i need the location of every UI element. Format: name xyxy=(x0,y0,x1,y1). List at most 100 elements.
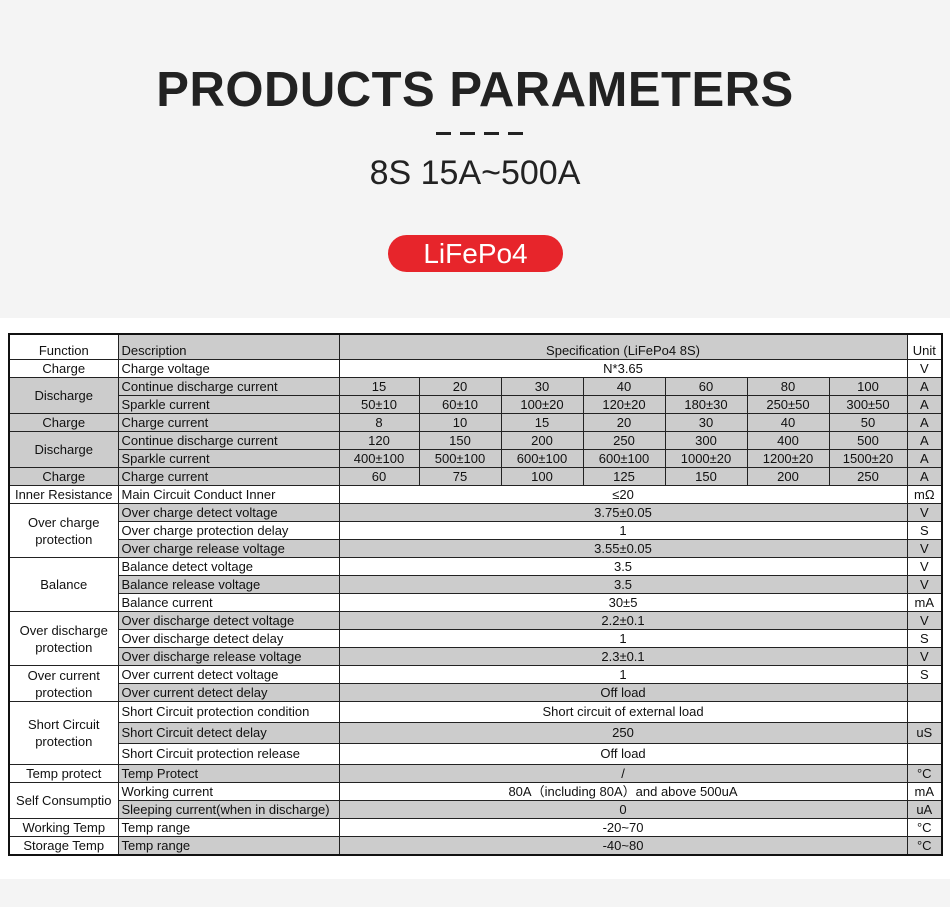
spec-value-cell: 1500±20 xyxy=(828,449,908,468)
spec-value-cell: 60 xyxy=(338,467,420,486)
spec-value-cell: 500 xyxy=(828,431,908,450)
unit-cell: A xyxy=(906,395,943,414)
function-cell: Over current protection xyxy=(8,665,119,702)
unit-cell: A xyxy=(906,431,943,450)
description-cell: Balance release voltage xyxy=(117,575,340,594)
spec-value-cell: 20 xyxy=(582,413,666,432)
description-cell: Over charge protection delay xyxy=(117,521,340,540)
description-cell: Charge voltage xyxy=(117,359,340,378)
spec-value-cell: 80 xyxy=(746,377,830,396)
unit-cell: uA xyxy=(906,800,943,819)
description-cell: Over current detect delay xyxy=(117,683,340,702)
spec-value-cell: -20~70 xyxy=(338,818,908,837)
function-cell: Over charge protection xyxy=(8,503,119,558)
unit-cell: V xyxy=(906,503,943,522)
spec-value-cell: 2.3±0.1 xyxy=(338,647,908,666)
description-cell: Over discharge release voltage xyxy=(117,647,340,666)
dash-divider xyxy=(436,132,526,136)
spec-value-cell: 100±20 xyxy=(500,395,584,414)
unit-cell xyxy=(906,701,943,723)
table-row: Over current protection Over current dete… xyxy=(8,665,943,702)
spec-value-cell: 75 xyxy=(418,467,502,486)
description-cell: Working current xyxy=(117,782,340,801)
unit-cell: V xyxy=(906,539,943,558)
spec-value-cell: 150 xyxy=(664,467,748,486)
table-row: Balance current 30±5 mA xyxy=(9,593,943,612)
spec-value-cell: 250 xyxy=(828,467,908,486)
unit-cell: A xyxy=(906,413,943,432)
table-row: Over discharge detect delay 1 S xyxy=(9,629,943,648)
description-cell: Over charge release voltage xyxy=(117,539,340,558)
spec-value-cell: Off load xyxy=(338,743,908,765)
spec-value-cell: 100 xyxy=(828,377,908,396)
table-row: Charge Charge voltage N*3.65 V xyxy=(8,359,943,378)
function-cell: Short Circuit protection xyxy=(8,701,119,765)
spec-value-cell: 3.75±0.05 xyxy=(338,503,908,522)
chemistry-badge: LiFePo4 xyxy=(388,235,563,272)
unit-cell: V xyxy=(906,647,943,666)
spec-value-cell: 40 xyxy=(746,413,830,432)
description-cell: Balance current xyxy=(117,593,340,612)
description-cell: Temp range xyxy=(117,836,340,856)
description-cell: Over discharge detect voltage xyxy=(117,611,340,630)
spec-value-cell: Short circuit of external load xyxy=(338,701,908,723)
spec-value-cell: 3.5 xyxy=(338,557,908,576)
header-description: Description xyxy=(117,333,340,360)
function-cell: Over discharge protection xyxy=(8,611,119,666)
table-row: Over charge protection delay 1 S xyxy=(9,521,943,540)
function-cell: Discharge xyxy=(8,377,119,414)
function-cell: Balance xyxy=(8,557,119,612)
table-row: Charge Charge current 8 10 15 20 30 40 50 A xyxy=(8,413,943,432)
description-cell: Sparkle current xyxy=(117,395,340,414)
page-title: PRODUCTS PARAMETERS xyxy=(156,63,794,117)
spec-value-cell: 50 xyxy=(828,413,908,432)
description-cell: Temp Protect xyxy=(117,764,340,783)
unit-cell: mA xyxy=(906,593,943,612)
spec-value-cell: 10 xyxy=(418,413,502,432)
table-row: Temp protect Temp Protect / °C xyxy=(8,764,943,783)
function-cell: Working Temp xyxy=(8,818,119,837)
table-row: Sparkle current 50±10 60±10 100±20 120±20 180… xyxy=(9,395,943,414)
spec-value-cell: 250±50 xyxy=(746,395,830,414)
unit-cell: A xyxy=(906,377,943,396)
function-cell: Storage Temp xyxy=(8,836,119,856)
table-row: Sleeping current(when in discharge) 0 uA xyxy=(9,800,943,819)
table-header-row: Function Description Specification (LiFe… xyxy=(8,333,943,360)
spec-value-cell: N*3.65 xyxy=(338,359,908,378)
unit-cell: mΩ xyxy=(906,485,943,504)
header-function: Function xyxy=(8,333,119,360)
unit-cell: V xyxy=(906,575,943,594)
spec-value-cell: 150 xyxy=(418,431,502,450)
table-row: Inner Resistance Main Circuit Conduct Inn… xyxy=(8,485,943,504)
function-cell: Charge xyxy=(8,359,119,378)
spec-value-cell: 300 xyxy=(664,431,748,450)
table-row: Over charge protection Over charge detect… xyxy=(8,503,943,558)
unit-cell: A xyxy=(906,449,943,468)
header-banner: PRODUCTS PARAMETERS 8S 15A~500A LiFePo4 xyxy=(0,0,950,318)
description-cell: Continue discharge current xyxy=(117,431,340,450)
spec-value-cell: 60±10 xyxy=(418,395,502,414)
unit-cell: uS xyxy=(906,722,943,744)
spec-value-cell: 200 xyxy=(500,431,584,450)
spec-value-cell: 120±20 xyxy=(582,395,666,414)
unit-cell: A xyxy=(906,467,943,486)
table-row: Charge Charge current 60 75 100 125 150 200 250 A xyxy=(8,467,943,486)
description-cell: Short Circuit protection release xyxy=(117,743,340,765)
header-specification: Specification (LiFePo4 8S) xyxy=(338,333,908,360)
table-row: Over discharge release voltage 2.3±0.1 V xyxy=(9,647,943,666)
footer-strip xyxy=(0,879,950,907)
spec-value-cell: 250 xyxy=(582,431,666,450)
description-cell: Continue discharge current xyxy=(117,377,340,396)
unit-cell: °C xyxy=(906,764,943,783)
description-cell: Balance detect voltage xyxy=(117,557,340,576)
description-cell: Over charge detect voltage xyxy=(117,503,340,522)
description-cell: Main Circuit Conduct Inner xyxy=(117,485,340,504)
unit-cell: mA xyxy=(906,782,943,801)
spec-value-cell: 400 xyxy=(746,431,830,450)
function-cell: Inner Resistance xyxy=(8,485,119,504)
spec-value-cell: 50±10 xyxy=(338,395,420,414)
description-cell: Over discharge detect delay xyxy=(117,629,340,648)
table-row: Self Consumptio Working current 80A（includ… xyxy=(8,782,943,819)
spec-value-cell: 300±50 xyxy=(828,395,908,414)
function-cell: Charge xyxy=(8,413,119,432)
